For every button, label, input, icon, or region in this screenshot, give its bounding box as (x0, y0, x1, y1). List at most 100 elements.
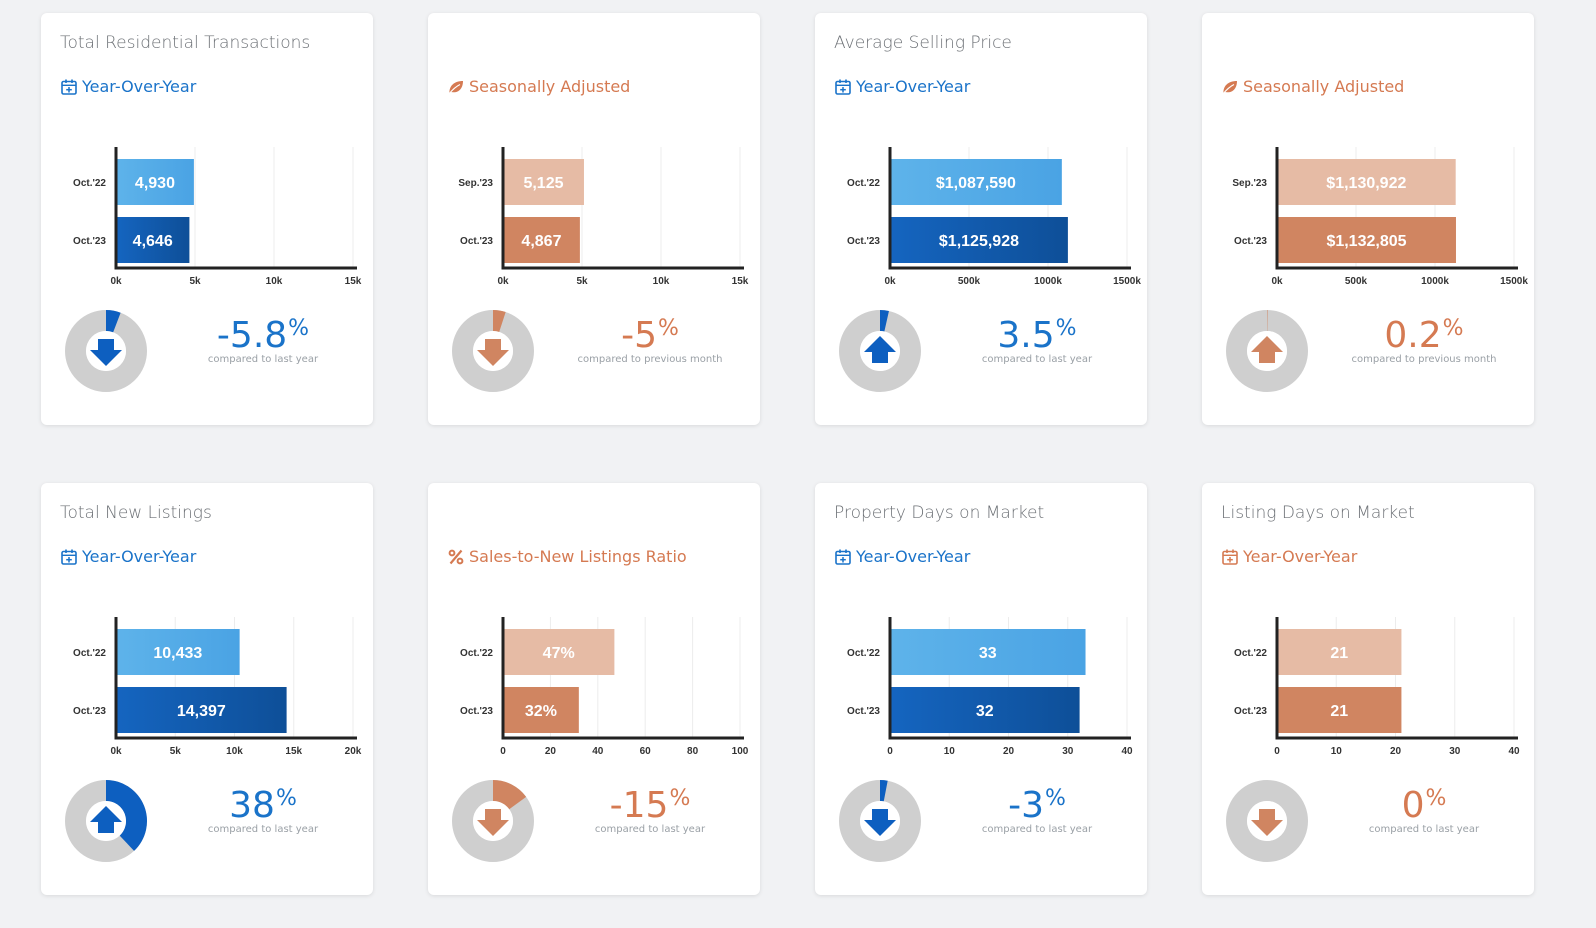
percent-value: 0 (1401, 785, 1425, 826)
percent-change: -5.8% (173, 309, 353, 356)
leaf-icon (1221, 78, 1239, 96)
bar-chart: 0k 5k 10k 15k Oct.'22 4,930 Oct.'23 4,646 (73, 147, 362, 285)
percent-symbol: % (288, 316, 310, 341)
x-tick-label: 15k (732, 276, 749, 285)
arrow-up-icon (864, 336, 896, 363)
card-title: Listing Days on Market (1221, 503, 1415, 523)
x-tick-label: 40 (592, 746, 604, 755)
x-tick-label: 0 (887, 746, 893, 755)
percent-change: 3.5% (947, 309, 1127, 356)
card-subtitle: Year-Over-Year (834, 77, 970, 96)
percent-change: -5% (560, 309, 740, 356)
x-tick-label: 20 (1003, 746, 1015, 755)
percent-change: -15% (560, 779, 740, 826)
bar-value-label: 14,397 (177, 703, 226, 720)
change-donut (65, 780, 147, 862)
calendar-icon (1221, 548, 1239, 566)
donut-segment (106, 780, 147, 851)
x-tick-label: 40 (1508, 746, 1520, 755)
bar (116, 217, 190, 263)
x-tick-label: 15k (345, 276, 362, 285)
x-tick-label: 500k (958, 276, 981, 285)
bar (116, 687, 287, 733)
x-tick-label: 0k (110, 276, 122, 285)
card-title: Total Residential Transactions (60, 33, 311, 53)
percent-symbol: % (669, 786, 691, 811)
card-subtitle: Year-Over-Year (60, 77, 196, 96)
comparison-caption: compared to last year (981, 824, 1093, 835)
donut-segment (493, 780, 527, 810)
percent-value: -15 (609, 785, 669, 826)
bar-chart: 0k 5k 10k 15k Sep.'23 5,125 Oct.'23 4,867 (458, 147, 749, 285)
x-tick-label: 10k (653, 276, 670, 285)
category-label: Oct.'22 (73, 648, 106, 659)
bar (116, 159, 194, 205)
donut-segment (106, 310, 121, 333)
bar-value-label: 32% (525, 703, 557, 720)
bar-value-label: 32 (976, 703, 994, 720)
card-title: Total New Listings (60, 503, 212, 523)
x-tick-label: 1500k (1500, 276, 1528, 285)
category-label: Oct.'23 (73, 236, 106, 247)
bar-value-label: $1,132,805 (1326, 233, 1406, 250)
category-label: Oct.'22 (1234, 648, 1267, 659)
x-tick-label: 30 (1449, 746, 1461, 755)
percent-symbol: % (1425, 786, 1447, 811)
x-tick-label: 0k (110, 746, 122, 755)
x-tick-label: 1000k (1421, 276, 1449, 285)
bar-chart: 0k 500k 1000k 1500k Oct.'22 $1,087,590 Oct.'23… (847, 147, 1141, 285)
bar (890, 629, 1086, 675)
bar-chart: 0 10 20 30 40 Oct.'22 21 Oct.'23 21 (1234, 617, 1520, 755)
bar-chart: 0k 5k 10k 15k 20k Oct.'22 10,433 Oct.'23 14,397 (73, 617, 362, 755)
percent-change: 0% (1334, 779, 1514, 826)
subtitle-text: Year-Over-Year (856, 77, 971, 96)
x-tick-label: 5k (189, 276, 201, 285)
category-label: Oct.'22 (460, 648, 493, 659)
bar-value-label: $1,125,928 (939, 233, 1019, 250)
metric-card-property-days-on-market: Property Days on Market Year-Over-Year 0 10… (815, 483, 1147, 895)
change-donut (839, 780, 921, 862)
card-subtitle: Seasonally Adjusted (1221, 77, 1404, 96)
calendar-icon (834, 548, 852, 566)
percent-icon (447, 548, 465, 566)
x-tick-label: 5k (576, 276, 588, 285)
x-tick-label: 40 (1121, 746, 1133, 755)
bar (503, 159, 584, 205)
donut-segment (493, 310, 506, 332)
card-subtitle: Year-Over-Year (834, 547, 970, 566)
x-tick-label: 10 (1331, 746, 1343, 755)
x-tick-label: 10k (266, 276, 283, 285)
bar-value-label: 47% (543, 645, 575, 662)
metric-card-seasonally-adjusted: Seasonally Adjusted 0k 5k 10k 15k Sep.'23 5,12… (428, 13, 760, 425)
percent-value: -5.8 (216, 315, 288, 356)
change-donut (452, 310, 534, 392)
calendar-icon (834, 78, 852, 96)
percent-value: -5 (621, 315, 657, 356)
category-label: Oct.'23 (847, 236, 880, 247)
card-title: Average Selling Price (834, 33, 1012, 53)
leaf-icon (447, 78, 465, 96)
donut-segment (880, 780, 888, 802)
category-label: Oct.'22 (847, 178, 880, 189)
category-label: Sep.'23 (458, 178, 493, 189)
x-tick-label: 0k (497, 276, 509, 285)
subtitle-text: Seasonally Adjusted (1243, 77, 1405, 96)
category-label: Sep.'23 (1232, 178, 1267, 189)
x-tick-label: 1500k (1113, 276, 1141, 285)
bar-value-label: $1,130,922 (1326, 175, 1406, 192)
x-tick-label: 5k (170, 746, 182, 755)
bar (890, 217, 1068, 263)
bar (116, 629, 240, 675)
bar-chart: 0k 500k 1000k 1500k Sep.'23 $1,130,922 Oct.'23… (1232, 147, 1528, 285)
category-label: Oct.'23 (847, 706, 880, 717)
arrow-down-icon (864, 809, 896, 836)
change-donut (839, 310, 921, 392)
category-label: Oct.'23 (460, 236, 493, 247)
card-subtitle: Sales-to-New Listings Ratio (447, 547, 687, 566)
comparison-caption: compared to last year (207, 354, 319, 365)
percent-value: 0.2 (1384, 315, 1442, 356)
percent-symbol: % (275, 786, 297, 811)
donut-segment (880, 310, 889, 332)
bar-value-label: 33 (979, 645, 997, 662)
percent-value: -3 (1008, 785, 1044, 826)
